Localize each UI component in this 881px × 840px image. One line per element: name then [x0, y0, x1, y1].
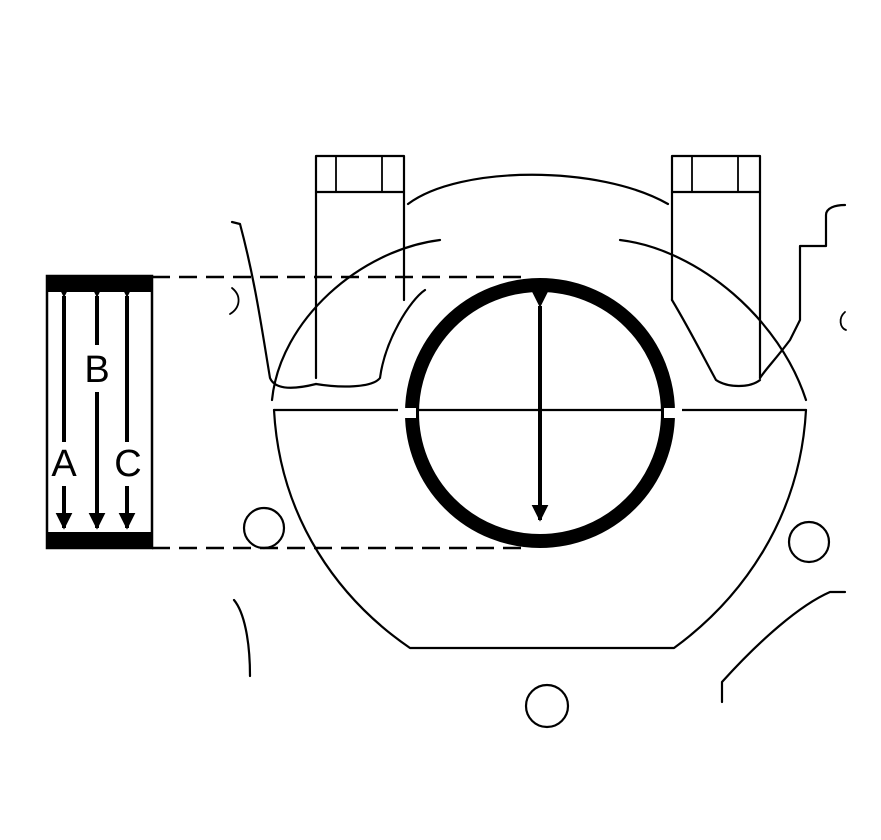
label-b: B: [84, 349, 109, 391]
label-a: A: [51, 443, 77, 485]
label-c: C: [114, 443, 141, 485]
bearing-ring: [398, 278, 682, 548]
measurement-box: B A C: [45, 274, 154, 550]
